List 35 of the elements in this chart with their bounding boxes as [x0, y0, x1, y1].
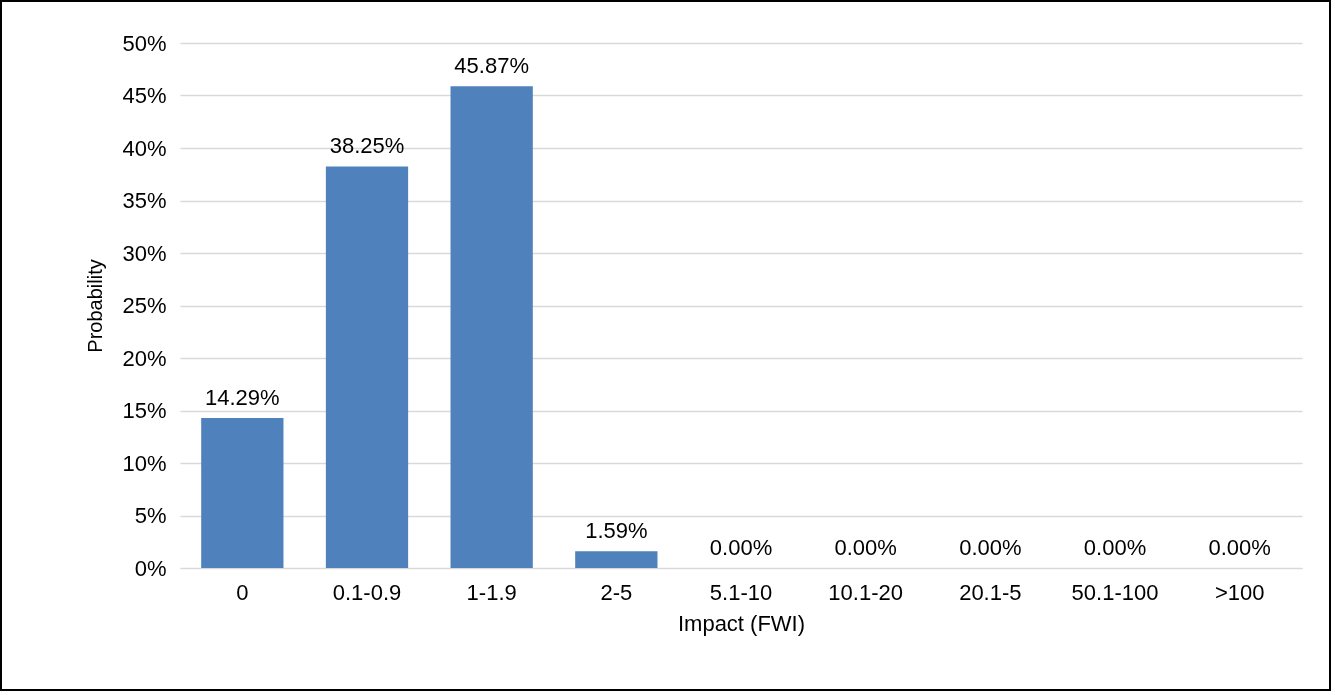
- bar: [575, 551, 658, 568]
- x-tick-label: 1-1.9: [466, 579, 517, 605]
- y-tick-label: 15%: [122, 398, 167, 423]
- y-axis-title: Probability: [84, 259, 107, 353]
- x-tick-label: 10.1-20: [828, 579, 903, 605]
- bar: [450, 86, 533, 568]
- y-tick-label: 45%: [122, 83, 167, 108]
- x-tick-label: 5.1-10: [709, 579, 773, 605]
- x-tick-label: 2-5: [600, 579, 633, 605]
- data-label: 1.59%: [585, 518, 648, 544]
- y-tick-label: 0%: [134, 555, 167, 581]
- y-tick-label: 30%: [122, 240, 167, 266]
- bar: [325, 166, 409, 568]
- y-tick-label: 50%: [122, 30, 167, 56]
- x-tick-label: >100: [1214, 579, 1265, 605]
- data-label: 0.00%: [709, 535, 773, 560]
- y-tick-label: 25%: [122, 293, 167, 318]
- y-tick-label: 10%: [122, 450, 167, 476]
- data-label: 14.29%: [205, 384, 280, 410]
- data-label: 38.25%: [329, 133, 405, 159]
- bar: [201, 417, 284, 568]
- data-label: 0.00%: [959, 535, 1022, 560]
- data-label: 0.00%: [1083, 535, 1147, 560]
- x-axis-title: Impact (FWI): [677, 610, 806, 636]
- x-tick-label: 20.1-5: [959, 579, 1022, 605]
- y-tick-label: 35%: [122, 188, 167, 213]
- y-tick-label: 5%: [134, 503, 167, 528]
- y-tick-label: 40%: [122, 135, 167, 161]
- y-tick-label: 20%: [122, 345, 167, 371]
- data-label: 0.00%: [834, 535, 897, 560]
- x-tick-label: 0: [236, 579, 249, 605]
- x-tick-label: 50.1-100: [1071, 579, 1159, 605]
- data-label: 0.00%: [1208, 535, 1271, 560]
- data-label: 45.87%: [454, 53, 529, 79]
- x-tick-label: 0.1-0.9: [332, 579, 402, 605]
